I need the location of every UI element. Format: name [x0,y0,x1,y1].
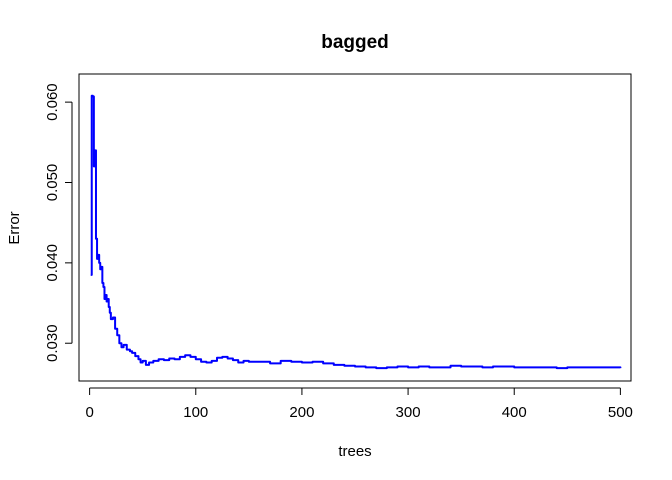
x-tick-label: 500 [608,404,633,421]
y-tick-label: 0.060 [44,83,61,121]
x-tick-label: 0 [85,404,93,421]
plot-frame [78,73,632,382]
error-series-line [90,94,622,370]
y-tick-label: 0.040 [44,244,61,282]
x-axis: 0 100 200 300 400 500 [85,387,633,421]
y-tick-label: 0.050 [44,164,61,202]
chart-title: bagged [321,32,389,53]
x-tick-label: 300 [396,404,421,421]
y-axis: 0.030 0.040 0.050 0.060 [44,83,73,362]
x-axis-label: trees [338,443,371,460]
x-tick-label: 200 [289,404,314,421]
x-tick-label: 400 [502,404,527,421]
x-tick-label: 100 [183,404,208,421]
y-axis-label: Error [6,211,23,244]
series-layer [90,94,622,370]
y-tick-label: 0.030 [44,324,61,362]
